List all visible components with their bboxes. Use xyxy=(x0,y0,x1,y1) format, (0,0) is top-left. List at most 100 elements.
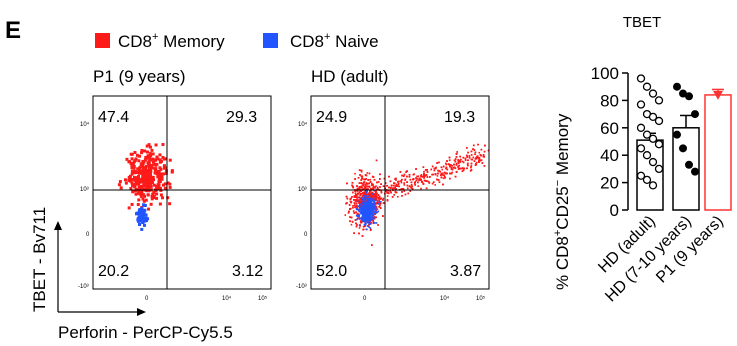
naive-dot xyxy=(361,202,363,204)
data-point xyxy=(636,171,646,180)
memory-dot xyxy=(363,188,365,190)
memory-dot xyxy=(142,173,146,177)
memory-dot xyxy=(438,181,441,183)
memory-dot xyxy=(350,223,353,226)
memory-dot xyxy=(143,181,147,185)
memory-dot xyxy=(420,175,423,178)
naive-dot xyxy=(139,212,143,216)
memory-dot xyxy=(365,199,367,201)
naive-dot xyxy=(361,204,364,207)
naive-dot xyxy=(362,209,365,212)
memory-dot xyxy=(353,199,355,201)
memory-dot xyxy=(406,175,408,178)
memory-dot xyxy=(440,176,443,179)
memory-dot xyxy=(369,229,372,231)
naive-dot xyxy=(370,207,373,209)
memory-dot xyxy=(160,175,164,179)
naive-dot xyxy=(368,208,370,211)
memory-dot xyxy=(353,232,355,234)
naive-dot xyxy=(374,206,377,209)
memory-dot xyxy=(368,172,371,175)
memory-dot xyxy=(426,180,428,182)
naive-dot xyxy=(368,201,370,204)
memory-dot xyxy=(453,159,456,162)
memory-dot xyxy=(363,195,366,198)
memory-dot xyxy=(144,179,148,183)
naive-dot xyxy=(138,222,142,226)
memory-dot xyxy=(363,181,366,183)
memory-dot xyxy=(369,222,372,224)
memory-dot xyxy=(155,185,159,189)
memory-dot xyxy=(131,190,135,194)
memory-dot xyxy=(457,166,459,168)
naive-dot xyxy=(358,210,360,212)
memory-dot xyxy=(371,195,373,197)
naive-dot xyxy=(370,215,372,218)
memory-dot xyxy=(394,178,396,181)
naive-dot xyxy=(362,211,364,214)
scatter-dots-hd xyxy=(344,143,490,246)
memory-dot xyxy=(446,160,448,162)
memory-dot xyxy=(364,200,367,202)
memory-dot xyxy=(380,183,382,185)
memory-dot xyxy=(377,194,380,196)
memory-dot xyxy=(365,194,367,197)
memory-dot xyxy=(378,197,380,200)
memory-dot xyxy=(482,154,485,156)
memory-dot xyxy=(124,181,128,185)
naive-dot xyxy=(373,205,376,208)
memory-dot xyxy=(354,205,357,208)
memory-dot xyxy=(438,161,440,164)
memory-dot xyxy=(410,187,413,189)
memory-dot xyxy=(150,177,154,181)
memory-dot xyxy=(149,168,153,172)
ytick-p1-2: 0 xyxy=(86,232,90,238)
naive-dot xyxy=(357,215,360,218)
memory-dot xyxy=(392,188,394,190)
memory-dot xyxy=(166,181,170,185)
memory-dot xyxy=(397,183,400,186)
memory-dot xyxy=(480,148,483,151)
memory-dot xyxy=(348,204,351,206)
memory-dot xyxy=(423,174,426,177)
ytick-hd-2: 0 xyxy=(304,232,308,238)
memory-dot xyxy=(349,216,351,218)
memory-dot xyxy=(389,190,392,193)
ytick-label: 80 xyxy=(600,91,619,110)
memory-dot xyxy=(377,181,380,183)
memory-dot xyxy=(476,156,479,159)
naive-dot xyxy=(366,203,369,206)
memory-dot xyxy=(406,184,409,187)
naive-dot xyxy=(377,203,380,205)
memory-dot xyxy=(366,185,369,188)
memory-dot xyxy=(379,207,382,210)
memory-dot xyxy=(164,186,168,190)
xtick-p1-1: 10⁴ xyxy=(222,295,232,302)
memory-dot xyxy=(478,161,480,163)
naive-dot xyxy=(142,203,146,207)
memory-dot xyxy=(425,187,428,190)
memory-dot xyxy=(139,189,143,193)
memory-dot xyxy=(379,173,381,176)
scatter-dots-p1 xyxy=(117,143,174,231)
memory-dot xyxy=(364,183,367,186)
memory-dot xyxy=(378,202,380,204)
naive-dot xyxy=(361,197,364,200)
memory-dot xyxy=(458,168,460,170)
memory-dot xyxy=(443,176,446,178)
naive-dot xyxy=(369,213,372,216)
naive-dot xyxy=(363,207,366,209)
memory-dot xyxy=(471,158,473,161)
panel-letter: E xyxy=(5,17,21,44)
naive-dot xyxy=(369,212,372,215)
memory-dot xyxy=(130,166,134,170)
memory-dot xyxy=(423,177,425,179)
data-point xyxy=(636,123,646,132)
naive-dot xyxy=(356,218,358,221)
naive-dot xyxy=(369,223,372,225)
memory-dot xyxy=(474,151,477,154)
naive-dot xyxy=(370,209,373,212)
memory-dot xyxy=(438,170,440,172)
memory-dot xyxy=(442,174,445,177)
naive-dot xyxy=(374,199,377,201)
